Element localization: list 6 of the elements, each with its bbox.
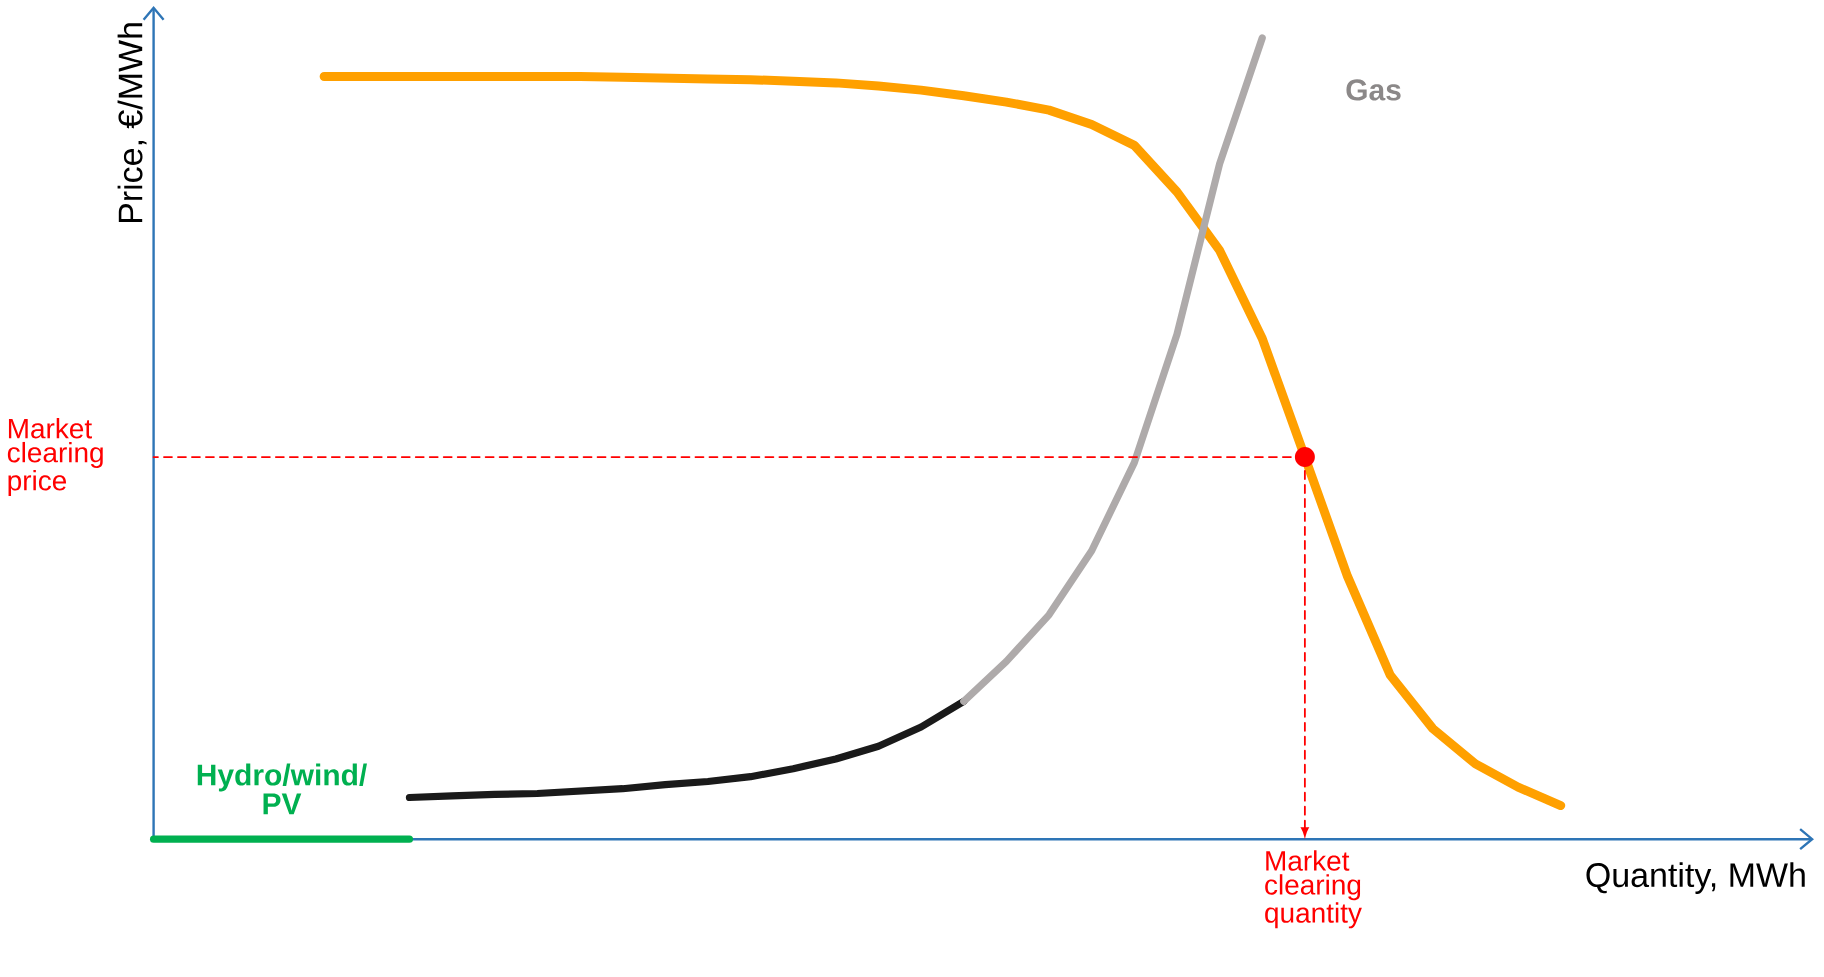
ref-line-label: Market clearing price <box>7 417 103 497</box>
text: Market clearing quantity <box>1265 850 1362 929</box>
y-axis-title: Price, €/MWh <box>117 23 147 223</box>
text: Gas <box>1346 79 1401 101</box>
x-axis-title: Quantity, MWh <box>1586 862 1805 894</box>
series-label: Hydro/wind/ PV <box>197 763 367 815</box>
